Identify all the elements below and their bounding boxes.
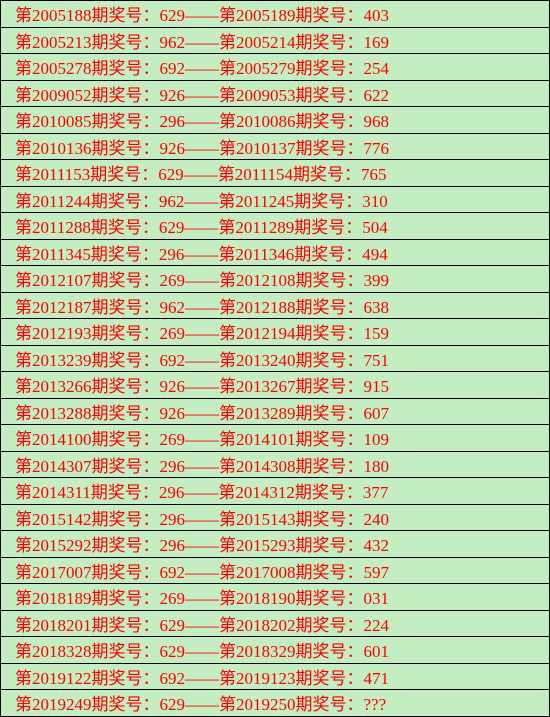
- table-row: 第2015292期奖号：296——第2015293期奖号：432: [0, 531, 550, 558]
- row-text: 第2011153期奖号：629——第2011154期奖号：765: [1, 160, 386, 185]
- table-row: 第2010136期奖号：926——第2010137期奖号：776: [0, 134, 550, 161]
- row-text: 第2014311期奖号：296——第2014312期奖号：377: [1, 478, 388, 503]
- row-text: 第2005278期奖号：692——第2005279期奖号：254: [1, 54, 389, 79]
- row-text: 第2013288期奖号：926——第2013289期奖号：607: [1, 399, 389, 424]
- row-text: 第2013266期奖号：926——第2013267期奖号：915: [1, 372, 389, 397]
- lottery-results-table: 第2005188期奖号：629——第2005189期奖号：403第2005213…: [0, 0, 550, 717]
- table-row: 第2005213期奖号：962——第2005214期奖号：169: [0, 28, 550, 55]
- table-row: 第2011288期奖号：629——第2011289期奖号：504: [0, 213, 550, 240]
- row-text: 第2014100期奖号：269——第2014101期奖号：109: [1, 425, 389, 450]
- row-text: 第2013239期奖号：692——第2013240期奖号：751: [1, 346, 389, 371]
- table-row: 第2015142期奖号：296——第2015143期奖号：240: [0, 505, 550, 532]
- table-row: 第2014311期奖号：296——第2014312期奖号：377: [0, 478, 550, 505]
- table-row: 第2011244期奖号：962——第2011245期奖号：310: [0, 187, 550, 214]
- row-text: 第2012193期奖号：269——第2012194期奖号：159: [1, 319, 389, 344]
- row-text: 第2014307期奖号：296——第2014308期奖号：180: [1, 452, 389, 477]
- row-text: 第2018189期奖号：269——第2018190期奖号：031: [1, 584, 389, 609]
- table-row: 第2018201期奖号：629——第2018202期奖号：224: [0, 611, 550, 638]
- table-row: 第2019122期奖号：692——第2019123期奖号：471: [0, 664, 550, 691]
- table-row: 第2010085期奖号：296——第2010086期奖号：968: [0, 107, 550, 134]
- table-row: 第2014100期奖号：269——第2014101期奖号：109: [0, 425, 550, 452]
- row-text: 第2005213期奖号：962——第2005214期奖号：169: [1, 28, 389, 53]
- row-text: 第2010136期奖号：926——第2010137期奖号：776: [1, 134, 389, 159]
- row-text: 第2019249期奖号：629——第2019250期奖号：???: [1, 690, 386, 715]
- table-row: 第2019249期奖号：629——第2019250期奖号：???: [0, 690, 550, 717]
- row-text: 第2017007期奖号：692——第2017008期奖号：597: [1, 558, 389, 583]
- row-text: 第2018328期奖号：629——第2018329期奖号：601: [1, 637, 389, 662]
- row-text: 第2015142期奖号：296——第2015143期奖号：240: [1, 505, 389, 530]
- table-row: 第2018328期奖号：629——第2018329期奖号：601: [0, 637, 550, 664]
- row-text: 第2011244期奖号：962——第2011245期奖号：310: [1, 187, 388, 212]
- table-row: 第2009052期奖号：926——第2009053期奖号：622: [0, 81, 550, 108]
- table-row: 第2017007期奖号：692——第2017008期奖号：597: [0, 558, 550, 585]
- table-row: 第2005188期奖号：629——第2005189期奖号：403: [0, 0, 550, 28]
- row-text: 第2015292期奖号：296——第2015293期奖号：432: [1, 531, 389, 556]
- table-row: 第2013239期奖号：692——第2013240期奖号：751: [0, 346, 550, 373]
- row-text: 第2009052期奖号：926——第2009053期奖号：622: [1, 81, 389, 106]
- row-text: 第2018201期奖号：629——第2018202期奖号：224: [1, 611, 389, 636]
- table-row: 第2012193期奖号：269——第2012194期奖号：159: [0, 319, 550, 346]
- row-text: 第2012187期奖号：962——第2012188期奖号：638: [1, 293, 389, 318]
- row-text: 第2011345期奖号：296——第2011346期奖号：494: [1, 240, 388, 265]
- row-text: 第2012107期奖号：269——第2012108期奖号：399: [1, 266, 389, 291]
- table-row: 第2012107期奖号：269——第2012108期奖号：399: [0, 266, 550, 293]
- row-text: 第2011288期奖号：629——第2011289期奖号：504: [1, 213, 388, 238]
- table-row: 第2005278期奖号：692——第2005279期奖号：254: [0, 54, 550, 81]
- table-row: 第2013266期奖号：926——第2013267期奖号：915: [0, 372, 550, 399]
- table-row: 第2013288期奖号：926——第2013289期奖号：607: [0, 399, 550, 426]
- row-text: 第2019122期奖号：692——第2019123期奖号：471: [1, 664, 389, 689]
- table-row: 第2011153期奖号：629——第2011154期奖号：765: [0, 160, 550, 187]
- table-row: 第2014307期奖号：296——第2014308期奖号：180: [0, 452, 550, 479]
- row-text: 第2005188期奖号：629——第2005189期奖号：403: [1, 1, 389, 26]
- table-row: 第2018189期奖号：269——第2018190期奖号：031: [0, 584, 550, 611]
- table-row: 第2012187期奖号：962——第2012188期奖号：638: [0, 293, 550, 320]
- table-row: 第2011345期奖号：296——第2011346期奖号：494: [0, 240, 550, 267]
- row-text: 第2010085期奖号：296——第2010086期奖号：968: [1, 107, 389, 132]
